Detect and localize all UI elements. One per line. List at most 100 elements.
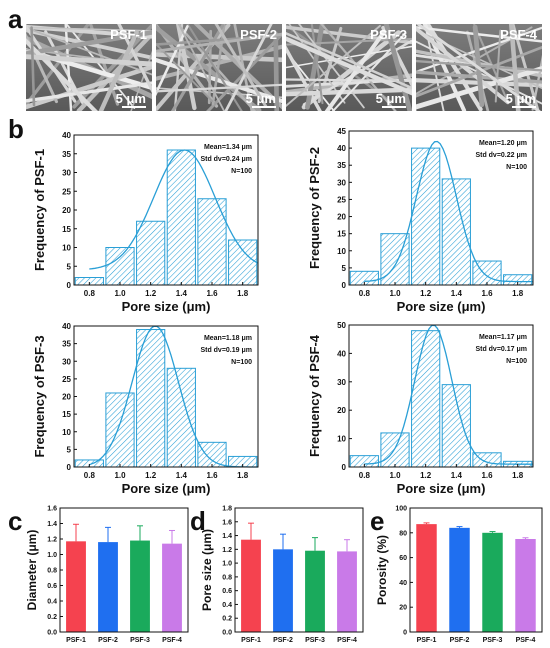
- histogram-bar: [411, 147, 441, 286]
- histogram-bar: [380, 432, 410, 468]
- plot-frame: [348, 324, 534, 468]
- y-tick-label: 40: [62, 322, 71, 331]
- y-tick-label: 0: [342, 281, 347, 290]
- y-tick-label: 0: [67, 281, 72, 290]
- x-tick-label: 1.4: [176, 471, 188, 480]
- y-tick-label: 10: [337, 247, 346, 256]
- sem-image-row: PSF-1 5 μm PSF-2 5 μm PSF-3 5 μm PSF-4 5 μm: [26, 24, 542, 111]
- x-axis-label: Pore size (μm): [397, 481, 486, 496]
- x-tick-label: 1.0: [389, 289, 401, 298]
- x-tick-label: 1.4: [451, 471, 463, 480]
- stat-annotation: Std dv=0.17 μm: [475, 346, 527, 353]
- sem-fiber: [531, 54, 542, 111]
- x-tick-label: 1.6: [206, 289, 218, 298]
- scale-bar-label: 5 μm: [506, 91, 536, 106]
- histogram-psf-2: 0.8 1.0 1.2 1.4 1.6 1.8 0 5 10 15 20 25 30 35 40 45 Pore…: [307, 127, 534, 314]
- y-tick-label: 5: [342, 264, 347, 273]
- x-tick-label: 1.2: [145, 289, 157, 298]
- y-tick-label: 40: [337, 349, 346, 358]
- sem-image-1: PSF-1 5 μm: [26, 24, 152, 111]
- fit-curve: [364, 140, 533, 283]
- sem-fiber: [64, 24, 73, 111]
- y-tick-label: 25: [62, 187, 71, 196]
- x-axis-label: Pore size (μm): [122, 299, 211, 314]
- y-tick-label: 30: [62, 169, 71, 178]
- histogram-bar: [411, 330, 441, 468]
- y-tick-label: 5: [67, 262, 72, 271]
- y-tick-label: 0.8: [47, 568, 57, 575]
- sem-fiber: [511, 24, 540, 111]
- y-tick-label: 100: [395, 506, 407, 513]
- y-tick-label: 35: [62, 150, 71, 159]
- x-tick-label: PSF-2: [450, 637, 470, 644]
- stat-annotation: N=100: [506, 358, 527, 365]
- histogram-psf-3: 0.8 1.0 1.2 1.4 1.6 1.8 0 5 10 15 20 25 30 35 40 Pore s…: [32, 322, 259, 496]
- y-tick-label: 40: [62, 131, 71, 140]
- sem-image-3: PSF-3 5 μm: [286, 24, 412, 111]
- sem-fiber: [383, 24, 412, 111]
- y-tick-label: 0.6: [222, 588, 232, 595]
- y-tick-label: 1.4: [47, 521, 57, 528]
- y-tick-label: 20: [62, 393, 71, 402]
- y-axis-label: Frequency of PSF-4: [307, 334, 322, 457]
- x-tick-label: PSF-3: [130, 637, 150, 644]
- stat-annotation: N=100: [506, 164, 527, 171]
- scale-bar-label: 5 μm: [376, 91, 406, 106]
- x-tick-label: PSF-4: [162, 637, 182, 644]
- y-tick-label: 30: [62, 357, 71, 366]
- sem-fiber: [30, 26, 36, 107]
- histogram-bar: [197, 441, 227, 468]
- bar: [130, 540, 150, 632]
- sem-fibers: [156, 24, 282, 111]
- x-tick-label: 0.8: [359, 289, 371, 298]
- sem-label: PSF-4: [500, 27, 538, 42]
- x-tick-label: PSF-1: [417, 637, 437, 644]
- sem-label: PSF-1: [110, 27, 147, 42]
- bar: [449, 527, 470, 632]
- stat-annotation: Mean=1.34 μm: [204, 144, 252, 151]
- scale-bar-label: 5 μm: [116, 91, 146, 106]
- histogram-bar: [136, 220, 166, 286]
- sem-fiber: [297, 24, 365, 109]
- y-tick-label: 20: [62, 206, 71, 215]
- bar-chart-pore-size: PSF-1 PSF-2 PSF-3 PSF-4 0.0 0.2 0.4 0.6 0.8 1.0 1.…: [200, 506, 364, 644]
- sem-fiber: [26, 26, 152, 76]
- y-tick-label: 20: [399, 605, 407, 612]
- sem-fiber: [416, 26, 542, 43]
- x-tick-label: 0.8: [359, 471, 371, 480]
- x-tick-label: 1.2: [420, 471, 432, 480]
- bar: [66, 541, 86, 632]
- x-tick-label: 1.6: [481, 289, 493, 298]
- y-tick-label: 0.0: [222, 630, 232, 637]
- sem-fiber: [286, 36, 412, 96]
- stat-annotation: Std dv=0.22 μm: [475, 152, 527, 159]
- y-tick-label: 10: [62, 244, 71, 253]
- y-tick-label: 0.2: [222, 616, 232, 623]
- histogram-bar: [166, 367, 196, 468]
- sem-fiber: [186, 24, 243, 111]
- y-tick-label: 0: [67, 463, 72, 472]
- panel-label-c: c: [8, 506, 22, 536]
- y-tick-label: 0.4: [47, 599, 57, 606]
- y-tick-label: 1.6: [47, 506, 57, 513]
- sem-fiber: [324, 29, 387, 111]
- y-tick-label: 1.4: [222, 533, 232, 540]
- stat-annotation: N=100: [231, 359, 252, 366]
- x-tick-label: 1.8: [237, 289, 249, 298]
- bar: [337, 551, 357, 632]
- x-tick-label: 1.0: [389, 471, 401, 480]
- scale-bar-label: 5 μm: [246, 91, 276, 106]
- y-axis-label: Pore size (μm): [200, 529, 214, 611]
- y-tick-label: 10: [62, 428, 71, 437]
- sem-fiber: [26, 64, 152, 110]
- bar: [416, 524, 437, 632]
- y-tick-label: 0: [342, 463, 347, 472]
- sem-fiber: [175, 24, 197, 111]
- stat-annotation: N=100: [231, 168, 252, 175]
- sem-fiber: [473, 24, 510, 104]
- y-tick-label: 35: [62, 340, 71, 349]
- fit-curve: [89, 325, 258, 468]
- sem-image-4: PSF-4 5 μm: [416, 24, 542, 111]
- fit-curve: [89, 149, 259, 270]
- bar: [98, 542, 118, 632]
